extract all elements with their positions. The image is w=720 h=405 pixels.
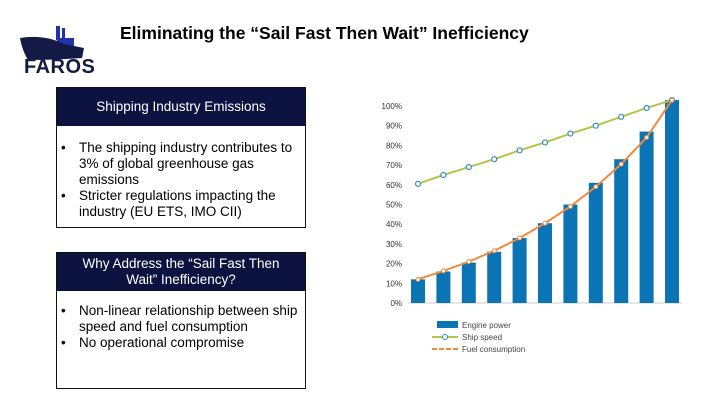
ship-speed-point [618, 113, 625, 120]
y-tick-label: 60% [386, 181, 402, 190]
ship-speed-point [465, 163, 472, 171]
fuel-consumption-point [542, 220, 548, 226]
fuel-consumption-point [440, 268, 446, 274]
ship-speed-point [592, 122, 599, 129]
fuel-consumption-point [491, 248, 497, 254]
ship-speed-point [516, 147, 523, 154]
ship-speed-point [440, 171, 447, 179]
fuel-consumption-point [466, 259, 472, 265]
bullet-item: The shipping industry contributes to 3% … [57, 140, 305, 188]
y-tick-label: 100% [382, 102, 402, 111]
ship-speed-point [643, 104, 650, 112]
fuel-consumption-point [593, 184, 599, 190]
y-tick-label: 0% [390, 299, 402, 308]
logo-text: FAROS [24, 56, 96, 78]
bar-engine-power [436, 271, 451, 303]
bullet-item: Non-linear relationship between ship spe… [57, 303, 305, 335]
bar-engine-power [639, 131, 654, 303]
why-address-heading: Why Address the “Sail Fast Then Wait” In… [57, 253, 305, 291]
bar-engine-power [512, 237, 527, 303]
bar-engine-power [538, 223, 552, 303]
bar-engine-power [563, 204, 578, 303]
bar-engine-power [665, 100, 679, 303]
ship-icon [20, 26, 84, 60]
bar-engine-power [588, 182, 603, 303]
ship-speed-point [414, 180, 422, 187]
y-tick-label: 10% [386, 279, 402, 288]
y-tick-label: 80% [386, 141, 402, 150]
bar-engine-power [411, 279, 425, 303]
fuel-consumption-point [567, 203, 573, 209]
bullet-item: Stricter regulations impacting the indus… [57, 188, 305, 220]
legend-marker-ship-speed [442, 334, 448, 340]
fuel-consumption-point [415, 276, 421, 282]
legend-swatch-engine-power [437, 321, 458, 328]
fuel-consumption-point [618, 161, 624, 167]
fuel-consumption-point [669, 97, 675, 103]
why-address-box: Why Address the “Sail Fast Then Wait” In… [56, 252, 306, 389]
engine-speed-fuel-chart: 0% 10% 20% 30% 40% 50% 60% 70% 80% 90% 100% Engine … [382, 96, 682, 354]
fuel-consumption-point [644, 135, 650, 141]
slide-title: Eliminating the “Sail Fast Then Wait” In… [120, 23, 529, 43]
emissions-heading: Shipping Industry Emissions [57, 88, 305, 126]
y-tick-label: 70% [386, 161, 402, 170]
y-tick-label: 50% [386, 201, 402, 210]
y-tick-label: 40% [386, 220, 402, 229]
fuel-consumption-point [517, 235, 523, 241]
legend-label: Fuel consumption [462, 345, 525, 354]
y-tick-label: 90% [386, 122, 402, 131]
y-tick-label: 20% [386, 260, 402, 269]
bar-engine-power [461, 262, 476, 303]
bullet-item: No operational compromise [57, 335, 305, 351]
legend-label: Ship speed [462, 333, 502, 342]
ship-speed-point [541, 139, 549, 146]
ship-speed-point [491, 156, 498, 163]
y-tick-label: 30% [386, 240, 402, 249]
emissions-box: Shipping Industry Emissions The shipping… [56, 87, 306, 228]
ship-speed-point [567, 130, 574, 137]
bar-engine-power [614, 159, 629, 303]
legend-label: Engine power [462, 321, 511, 330]
bar-engine-power [487, 251, 502, 303]
